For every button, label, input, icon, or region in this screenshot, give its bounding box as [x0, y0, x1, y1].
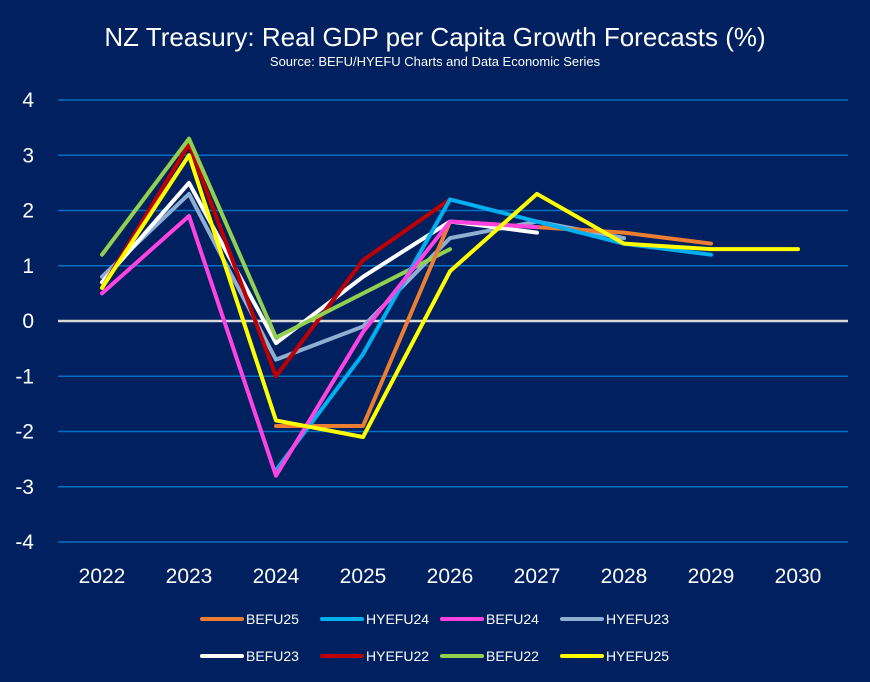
series-line-befu22: [100, 136, 452, 340]
y-tick-label: 3: [22, 144, 34, 167]
series-line-hyefu25: [100, 153, 800, 440]
x-tick-label: 2024: [253, 565, 300, 588]
y-axis: 4 3 2 1 0 -1 -2 -3 -4: [15, 89, 34, 554]
legend-label: HYEFU23: [606, 611, 669, 627]
series-line-befu24: [100, 214, 539, 478]
legend-label: BEFU23: [246, 648, 299, 664]
x-tick-label: 2023: [166, 565, 213, 588]
legend-label: HYEFU22: [366, 648, 429, 664]
legend-label: BEFU24: [486, 611, 539, 627]
x-tick-label: 2026: [427, 565, 474, 588]
series-line-befu25: [274, 219, 713, 428]
y-tick-label: 4: [22, 89, 34, 112]
y-tick-label: -3: [15, 476, 34, 499]
legend-item-befu23: BEFU23: [200, 648, 299, 664]
chart-subtitle: Source: BEFU/HYEFU Charts and Data Econo…: [270, 54, 601, 69]
y-tick-label: 2: [22, 200, 34, 223]
legend: BEFU25 HYEFU24 BEFU24 HYEFU23 BEFU23 HYEFU22 B…: [200, 611, 669, 664]
series-line-hyefu22: [100, 142, 452, 379]
y-tick-label: -1: [15, 365, 34, 388]
legend-item-hyefu25: HYEFU25: [560, 648, 669, 664]
x-axis: 2022 2023 2024 2025 2026 2027 2028 2029 2030: [79, 565, 822, 588]
legend-item-hyefu23: HYEFU23: [560, 611, 669, 627]
legend-item-hyefu22: HYEFU22: [320, 648, 429, 664]
chart-title: NZ Treasury: Real GDP per Capita Growth …: [104, 22, 765, 52]
y-tick-label: -2: [15, 421, 34, 444]
y-tick-label: -4: [15, 531, 34, 554]
x-tick-label: 2030: [775, 565, 822, 588]
legend-item-befu24: BEFU24: [440, 611, 539, 627]
legend-item-befu25: BEFU25: [200, 611, 299, 627]
legend-label: HYEFU25: [606, 648, 669, 664]
legend-item-befu22: BEFU22: [440, 648, 539, 664]
series-lines: [100, 136, 800, 478]
x-tick-label: 2027: [514, 565, 561, 588]
x-tick-label: 2025: [340, 565, 387, 588]
legend-item-hyefu24: HYEFU24: [320, 611, 429, 627]
y-tick-label: 1: [22, 255, 34, 278]
x-tick-label: 2029: [688, 565, 735, 588]
x-tick-label: 2022: [79, 565, 126, 588]
legend-label: BEFU22: [486, 648, 539, 664]
legend-label: BEFU25: [246, 611, 299, 627]
legend-label: HYEFU24: [366, 611, 429, 627]
x-tick-label: 2028: [601, 565, 648, 588]
y-tick-label: 0: [22, 310, 34, 333]
